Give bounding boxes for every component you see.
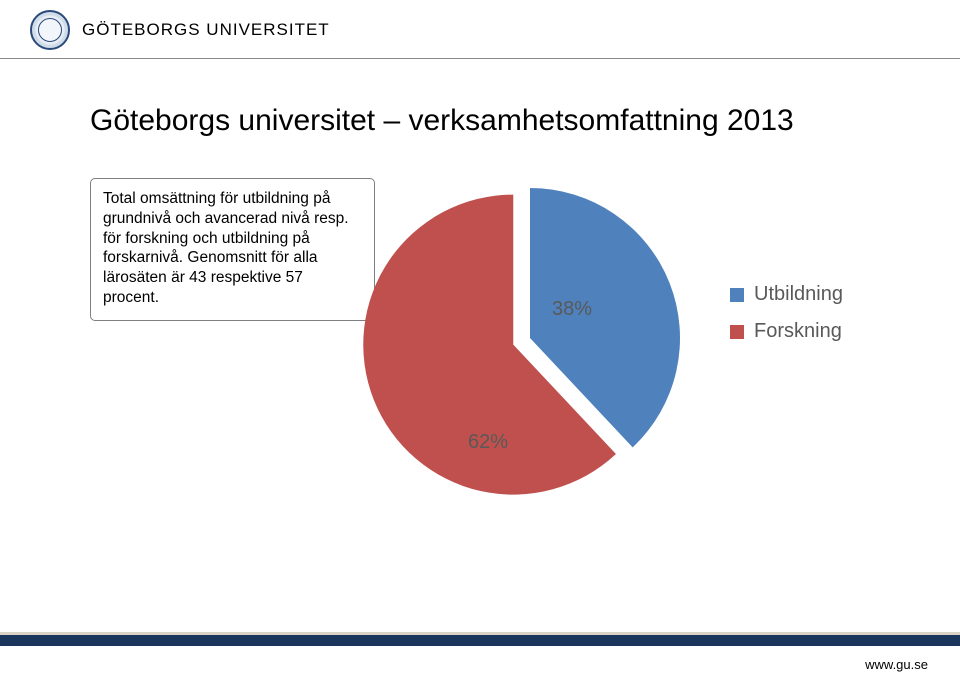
university-seal-icon [30,10,70,50]
pie-label-utbildning: 38% [552,298,592,321]
legend-item-forskning: Forskning [730,320,843,343]
university-name: GÖTEBORGS UNIVERSITET [82,20,330,40]
footer-url: www.gu.se [865,657,928,672]
pie-label-forskning: 62% [468,431,508,454]
legend-item-utbildning: Utbildning [730,283,843,306]
legend-label: Forskning [754,320,842,343]
header: GÖTEBORGS UNIVERSITET [0,0,960,59]
footer-bar [0,632,960,646]
legend-swatch-icon [730,288,744,302]
legend-label: Utbildning [754,283,843,306]
pie-chart [360,168,700,508]
legend-swatch-icon [730,325,744,339]
page-title: Göteborgs universitet – verksamhetsomfat… [90,104,960,138]
legend: Utbildning Forskning [730,283,843,357]
note-box: Total omsättning för utbildning på grund… [90,178,375,321]
seal-inner-icon [38,18,62,42]
body-area: Total omsättning för utbildning på grund… [0,138,960,168]
